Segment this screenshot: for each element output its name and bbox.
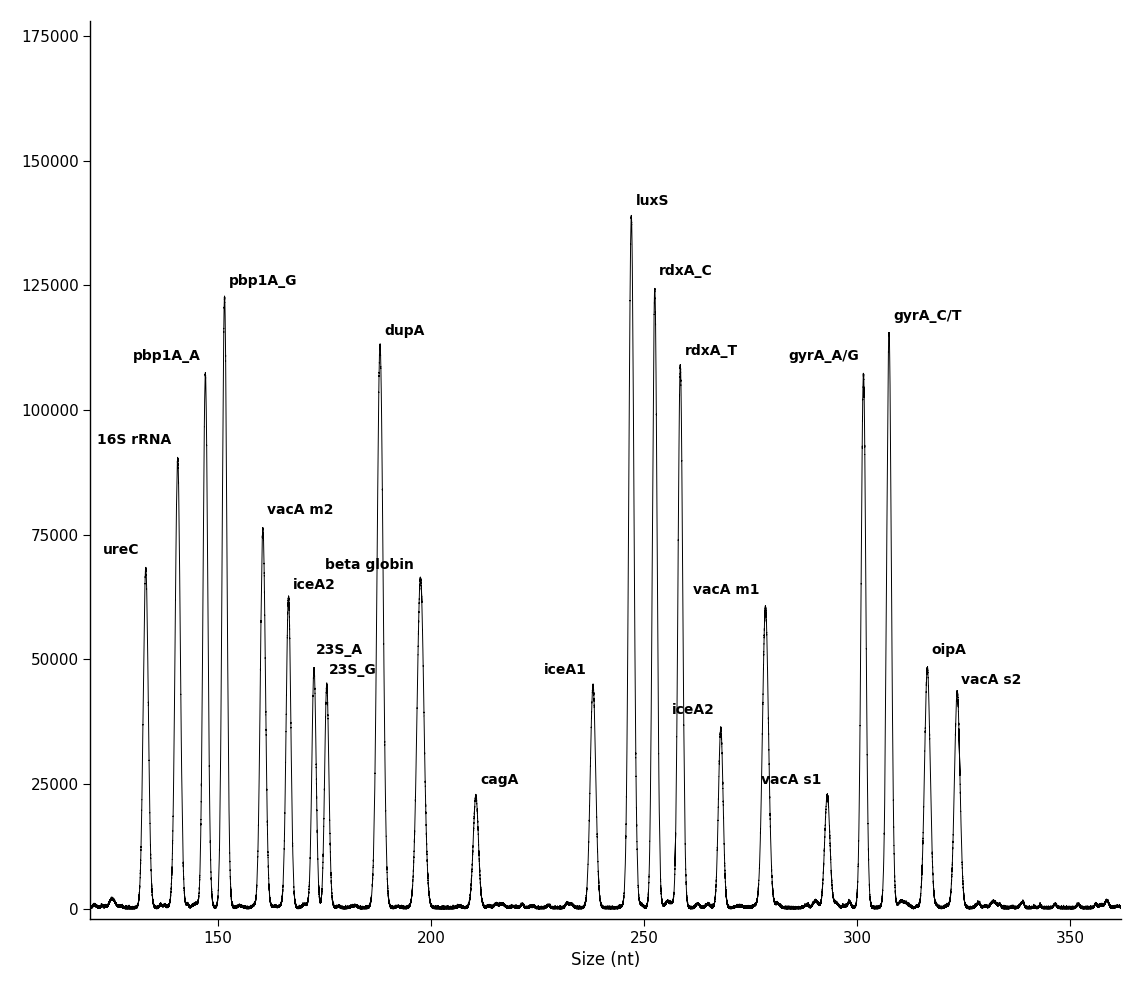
- Text: vacA s2: vacA s2: [962, 673, 1022, 687]
- Text: ureC: ureC: [103, 544, 139, 557]
- Text: iceA1: iceA1: [544, 663, 587, 677]
- Text: luxS: luxS: [636, 194, 669, 208]
- Text: pbp1A_A: pbp1A_A: [134, 348, 201, 362]
- Text: 23S_A: 23S_A: [316, 643, 363, 657]
- Text: 16S rRNA: 16S rRNA: [97, 434, 171, 447]
- Text: iceA2: iceA2: [292, 578, 336, 592]
- Text: cagA: cagA: [480, 772, 518, 787]
- X-axis label: Size (nt): Size (nt): [571, 951, 641, 969]
- Text: beta globin: beta globin: [325, 558, 415, 572]
- Text: rdxA_C: rdxA_C: [659, 263, 713, 278]
- Text: dupA: dupA: [385, 324, 425, 338]
- Text: vacA s1: vacA s1: [761, 772, 821, 787]
- Text: oipA: oipA: [932, 643, 966, 657]
- Text: 23S_G: 23S_G: [329, 663, 377, 677]
- Text: gyrA_A/G: gyrA_A/G: [788, 348, 859, 362]
- Text: iceA2: iceA2: [671, 703, 715, 717]
- Text: vacA m1: vacA m1: [692, 583, 759, 597]
- Text: rdxA_T: rdxA_T: [684, 344, 738, 357]
- Text: pbp1A_G: pbp1A_G: [228, 273, 297, 288]
- Text: gyrA_C/T: gyrA_C/T: [893, 309, 962, 323]
- Text: vacA m2: vacA m2: [267, 503, 333, 517]
